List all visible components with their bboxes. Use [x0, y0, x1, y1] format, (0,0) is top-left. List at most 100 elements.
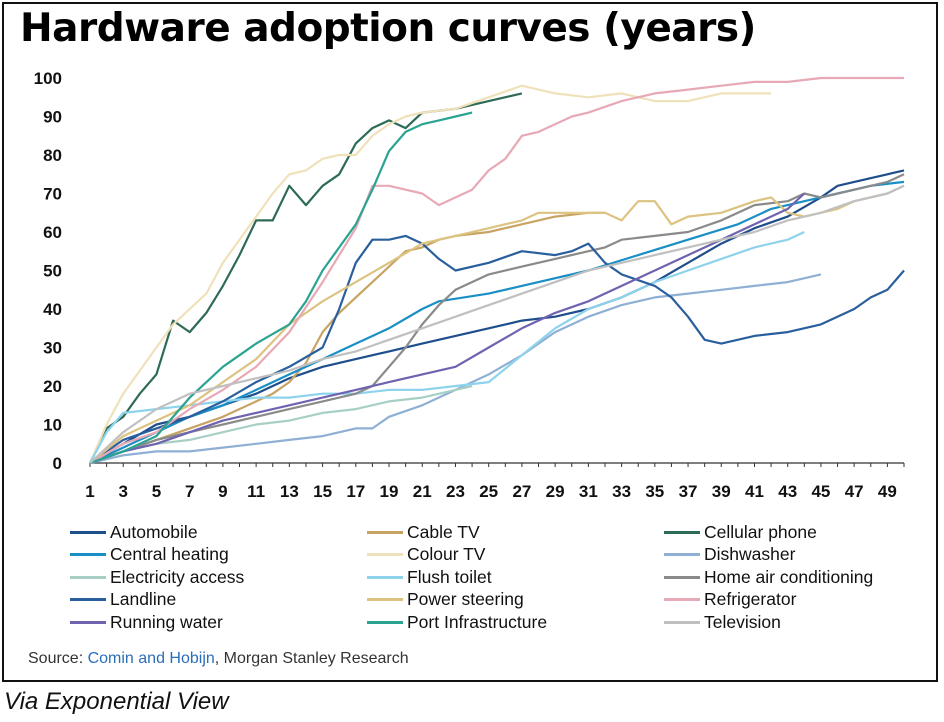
y-tick-label: 100: [34, 69, 62, 88]
x-tick-label: 21: [413, 482, 432, 501]
series-line-landline: [89, 234, 905, 464]
x-tick-label: 13: [280, 482, 299, 501]
x-tick-label: 11: [247, 482, 265, 501]
legend-swatch: [367, 620, 403, 624]
legend-swatch: [70, 553, 106, 556]
legend-item: Port Infrastructure: [367, 611, 547, 633]
chart-axes: 1 3 5 7 9 11 13 15 17 19 21 23 25 27 29 31 33 35 37 39 41 43 4…: [34, 69, 905, 501]
chart-frame: [2, 2, 938, 682]
legend-label: Cellular phone: [704, 521, 817, 542]
legend-swatch: [664, 530, 700, 534]
legend-label: Landline: [110, 589, 177, 609]
legend-label: Colour TV: [407, 544, 486, 564]
series-line-running-water: [89, 192, 806, 465]
series-line-port-infrastructure: [89, 111, 473, 465]
legend-item: Running water: [70, 611, 223, 633]
legend-label: Power steering: [407, 589, 524, 609]
legend-label: Automobile: [110, 521, 198, 542]
legend-item: Television: [664, 611, 781, 633]
y-tick-label: 50: [43, 262, 62, 281]
legend-swatch: [664, 575, 700, 579]
chart-title: Hardware adoption curves (years): [20, 6, 756, 51]
legend-item: Dishwasher: [664, 544, 795, 566]
legend-item: Cable TV: [367, 521, 480, 543]
legend-item: Central heating: [70, 544, 229, 566]
y-tick-label: 70: [43, 185, 62, 204]
legend-item: Home air conditioning: [664, 566, 873, 588]
x-tick-label: 19: [380, 482, 399, 501]
x-tick-label: 45: [811, 482, 830, 501]
legend-item: Landline: [70, 589, 176, 611]
x-tick-label: 43: [778, 482, 797, 501]
source-suffix: , Morgan Stanley Research: [214, 650, 409, 667]
series-line-colour-tv: [88, 84, 772, 464]
legend-swatch: [70, 575, 106, 579]
y-tick-label: 30: [43, 339, 62, 358]
source-prefix: Source:: [28, 650, 88, 667]
x-tick-label: 41: [745, 482, 764, 501]
legend-item: Cellular phone: [664, 521, 817, 543]
x-tick-label: 35: [645, 482, 664, 501]
y-tick-label: 20: [43, 377, 62, 396]
series-line-flush-toilet: [89, 231, 805, 464]
legend-label: Home air conditioning: [704, 566, 874, 587]
legend-label: Television: [704, 611, 781, 632]
x-tick-label: 33: [612, 482, 631, 501]
series-line-home-air-conditioning: [89, 173, 905, 465]
source-note: Source: Comin and Hobijn, Morgan Stanley…: [28, 650, 409, 668]
series-line-cable-tv: [89, 211, 605, 465]
x-tick-label: 37: [679, 482, 698, 501]
y-tick-label: 10: [43, 416, 62, 435]
legend-swatch: [367, 553, 403, 556]
legend-item: Electricity access: [70, 566, 244, 588]
source-link[interactable]: Comin and Hobijn: [87, 650, 215, 667]
legend-swatch: [664, 553, 700, 556]
legend-swatch: [70, 620, 106, 624]
legend-item: Power steering: [367, 589, 524, 611]
legend-item: Refrigerator: [664, 589, 796, 611]
x-tick-label: 31: [579, 482, 598, 501]
legend-swatch: [664, 598, 700, 601]
x-tick-label: 49: [878, 482, 897, 501]
legend-item: Flush toilet: [367, 566, 492, 588]
legend-label: Running water: [110, 611, 223, 632]
legend-swatch: [367, 575, 403, 579]
legend-label: Central heating: [110, 544, 229, 564]
legend-label: Dishwasher: [704, 544, 796, 564]
y-tick-label: 90: [43, 108, 62, 127]
legend-swatch: [367, 530, 403, 534]
legend-label: Refrigerator: [704, 589, 797, 609]
legend-item: Automobile: [70, 521, 198, 543]
legend-swatch: [70, 598, 106, 601]
legend-label: Flush toilet: [407, 566, 492, 587]
legend-swatch: [664, 620, 700, 624]
x-tick-label: 23: [446, 482, 465, 501]
chart-series-lines: [88, 76, 905, 465]
x-tick-label: 15: [313, 482, 332, 501]
x-tick-label: 27: [512, 482, 531, 501]
legend-item: Colour TV: [367, 544, 485, 566]
legend-label: Electricity access: [110, 566, 245, 587]
series-line-cellular-phone: [89, 92, 523, 464]
x-tick-label: 3: [118, 482, 127, 501]
y-tick-label: 0: [53, 454, 62, 473]
legend-label: Port Infrastructure: [407, 611, 548, 632]
via-credit: Via Exponential View: [4, 688, 229, 715]
series-line-automobile: [89, 169, 905, 464]
y-tick-label: 80: [43, 146, 62, 165]
legend-swatch: [70, 530, 106, 534]
series-line-refrigerator: [89, 76, 904, 464]
x-tick-label: 1: [85, 482, 94, 501]
y-tick-label: 40: [43, 300, 62, 319]
x-tick-label: 5: [152, 482, 161, 501]
x-tick-label: 29: [546, 482, 565, 501]
y-tick-label: 60: [43, 223, 62, 242]
x-tick-label: 25: [479, 482, 498, 501]
x-tick-label: 17: [346, 482, 365, 501]
legend-label: Cable TV: [407, 521, 480, 542]
legend-swatch: [367, 598, 403, 601]
series-line-dishwasher: [89, 273, 822, 465]
x-tick-label: 39: [712, 482, 731, 501]
x-tick-label: 9: [218, 482, 227, 501]
